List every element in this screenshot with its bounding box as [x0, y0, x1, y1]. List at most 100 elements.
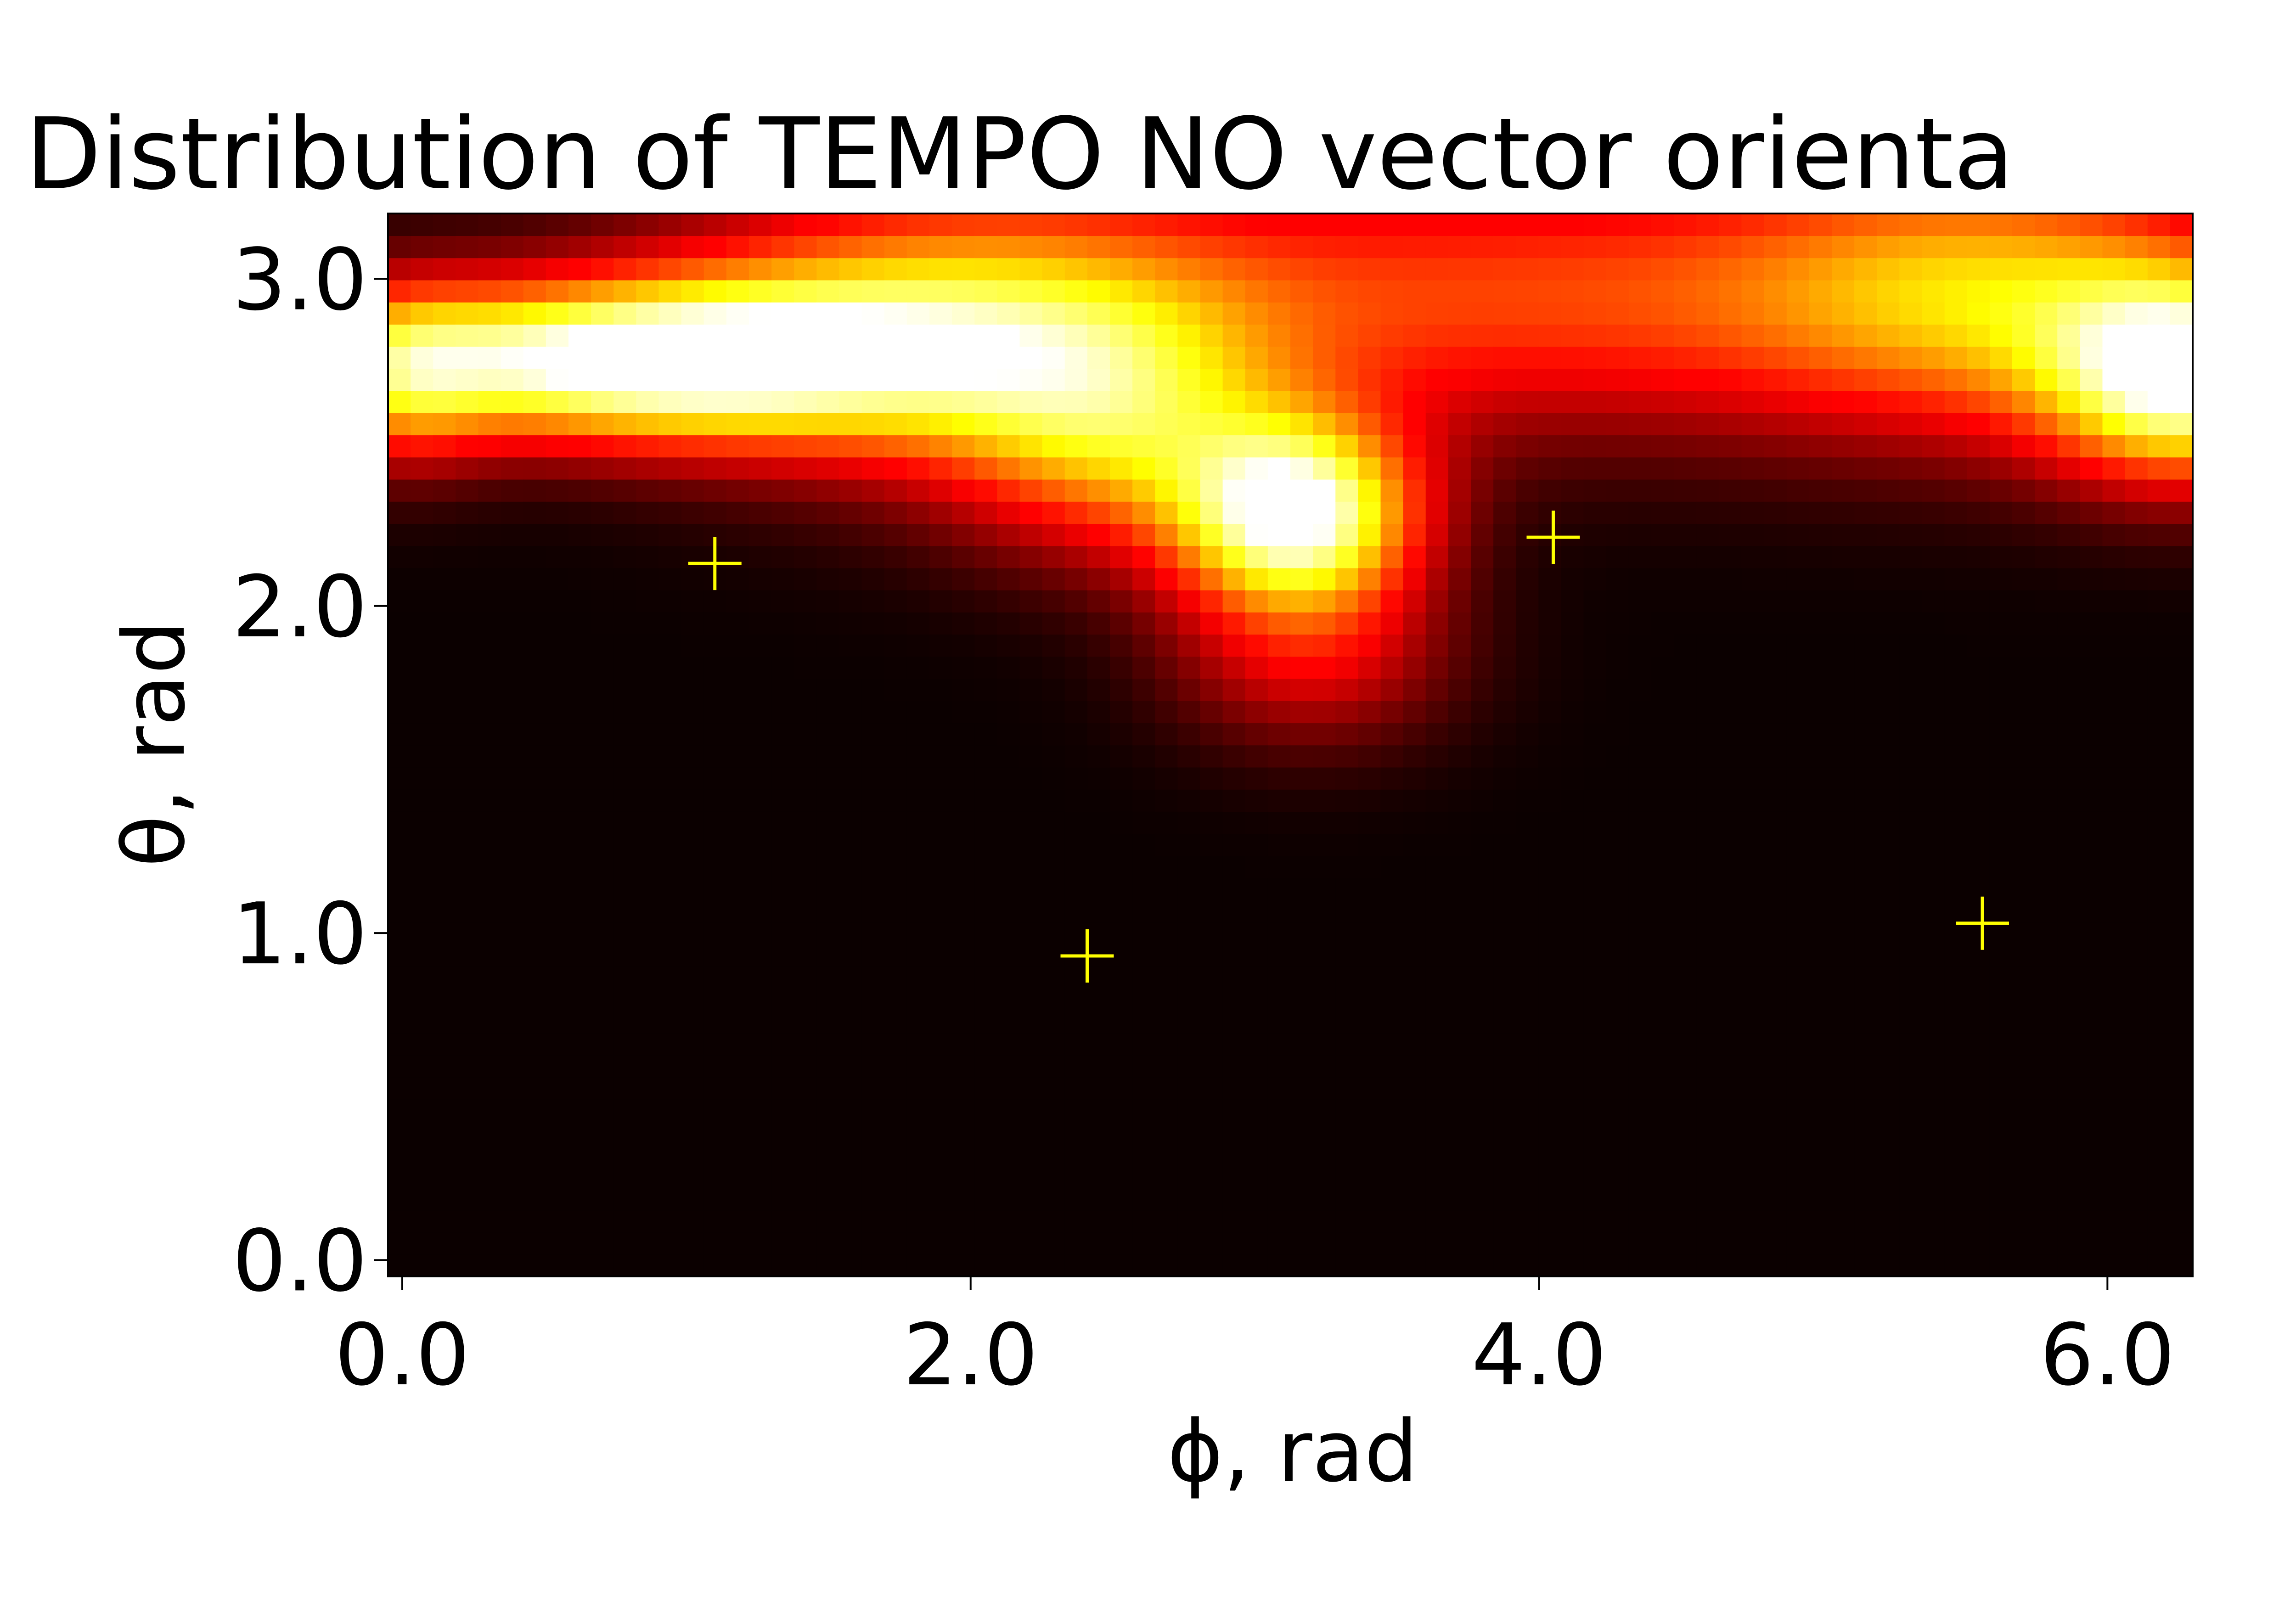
heatmap-cell	[1267, 368, 1291, 391]
heatmap-cell	[929, 745, 952, 768]
heatmap-cell	[1471, 258, 1494, 281]
heatmap-cell	[433, 457, 456, 480]
heatmap-cell	[1899, 1143, 1923, 1166]
heatmap-cell	[1064, 1143, 1088, 1166]
heatmap-cell	[1448, 457, 1471, 480]
heatmap-cell	[1042, 900, 1065, 923]
heatmap-cell	[1538, 789, 1562, 812]
heatmap-cell	[433, 236, 456, 258]
heatmap-cell	[1989, 457, 2013, 480]
heatmap-cell	[1448, 479, 1471, 502]
heatmap-cell	[2035, 877, 2058, 900]
heatmap-cell	[1222, 1011, 1246, 1034]
heatmap-cell	[1358, 236, 1381, 258]
heatmap-cell	[749, 833, 772, 856]
heatmap-cell	[501, 922, 524, 945]
heatmap-cell	[884, 435, 907, 458]
heatmap-cell	[1110, 1143, 1133, 1166]
heatmap-cell	[726, 1143, 749, 1166]
heatmap-cell	[1403, 612, 1426, 635]
heatmap-cell	[501, 523, 524, 546]
heatmap-cell	[929, 944, 952, 967]
heatmap-cell	[1561, 545, 1584, 568]
heatmap-cell	[1132, 236, 1156, 258]
heatmap-cell	[1922, 701, 1945, 724]
heatmap-cell	[1854, 833, 1878, 856]
heatmap-cell	[658, 701, 682, 724]
heatmap-cell	[681, 390, 704, 413]
heatmap-cell	[1042, 833, 1065, 856]
heatmap-cell	[1042, 1011, 1065, 1034]
heatmap-cell	[1583, 1232, 1607, 1255]
heatmap-cell	[839, 302, 862, 325]
heatmap-cell	[478, 1033, 501, 1056]
heatmap-cell	[2035, 545, 2058, 568]
heatmap-cell	[1245, 523, 1268, 546]
heatmap-cell	[1696, 855, 1720, 878]
heatmap-cell	[1606, 1232, 1629, 1255]
heatmap-cell	[613, 1099, 637, 1122]
heatmap-cell	[1674, 745, 1697, 768]
heatmap-cell	[1110, 612, 1133, 635]
heatmap-cell	[2125, 966, 2148, 989]
heatmap-cell	[1110, 435, 1133, 458]
heatmap-cell	[1471, 1143, 1494, 1166]
heatmap-cell	[1380, 413, 1404, 436]
heatmap-cell	[1471, 1077, 1494, 1100]
heatmap-cell	[613, 1011, 637, 1034]
heatmap-cell	[1606, 634, 1629, 657]
heatmap-cell	[1741, 900, 1765, 923]
heatmap-cell	[411, 236, 434, 258]
heatmap-cell	[501, 413, 524, 436]
heatmap-cell	[884, 989, 907, 1011]
heatmap-cell	[794, 346, 817, 369]
heatmap-cell	[1177, 501, 1201, 524]
heatmap-cell	[2125, 435, 2148, 458]
heatmap-cell	[433, 745, 456, 768]
heatmap-cell	[1786, 457, 1810, 480]
heatmap-cell	[1741, 501, 1765, 524]
heatmap-cell	[952, 944, 975, 967]
heatmap-cell	[906, 1055, 930, 1078]
heatmap-cell	[546, 280, 569, 303]
heatmap-cell	[1155, 1077, 1178, 1100]
heatmap-cell	[771, 745, 795, 768]
heatmap-cell	[1989, 877, 2013, 900]
heatmap-cell	[2170, 1210, 2193, 1233]
heatmap-cell	[613, 280, 637, 303]
heatmap-cell	[816, 855, 840, 878]
heatmap-cell	[1516, 346, 1539, 369]
heatmap-cell	[1854, 590, 1878, 612]
heatmap-cell	[1832, 1210, 1855, 1233]
heatmap-cell	[884, 701, 907, 724]
heatmap-cell	[1854, 855, 1878, 878]
heatmap-cell	[1538, 368, 1562, 391]
heatmap-cell	[1922, 1210, 1945, 1233]
heatmap-cell	[501, 236, 524, 258]
heatmap-cell	[501, 1232, 524, 1255]
heatmap-cell	[1538, 1188, 1562, 1211]
heatmap-cell	[478, 413, 501, 436]
heatmap-cell	[1651, 302, 1674, 325]
heatmap-cell	[726, 236, 749, 258]
heatmap-cell	[591, 944, 614, 967]
heatmap-cell	[816, 302, 840, 325]
heatmap-cell	[1267, 612, 1291, 635]
heatmap-cell	[1786, 1165, 1810, 1188]
heatmap-cell	[974, 236, 998, 258]
heatmap-cell	[997, 1165, 1020, 1188]
heatmap-cell	[703, 501, 727, 524]
heatmap-cell	[1516, 723, 1539, 746]
heatmap-cell	[411, 302, 434, 325]
heatmap-cell	[749, 1077, 772, 1100]
heatmap-cell	[1561, 1011, 1584, 1034]
heatmap-cell	[1448, 989, 1471, 1011]
heatmap-cell	[1583, 877, 1607, 900]
heatmap-cell	[1989, 745, 2013, 768]
heatmap-cell	[1516, 523, 1539, 546]
heatmap-cell	[1425, 833, 1449, 856]
heatmap-cell	[1674, 1121, 1697, 1144]
heatmap-cell	[1628, 368, 1652, 391]
heatmap-cell	[1561, 280, 1584, 303]
heatmap-cell	[1064, 1254, 1088, 1277]
